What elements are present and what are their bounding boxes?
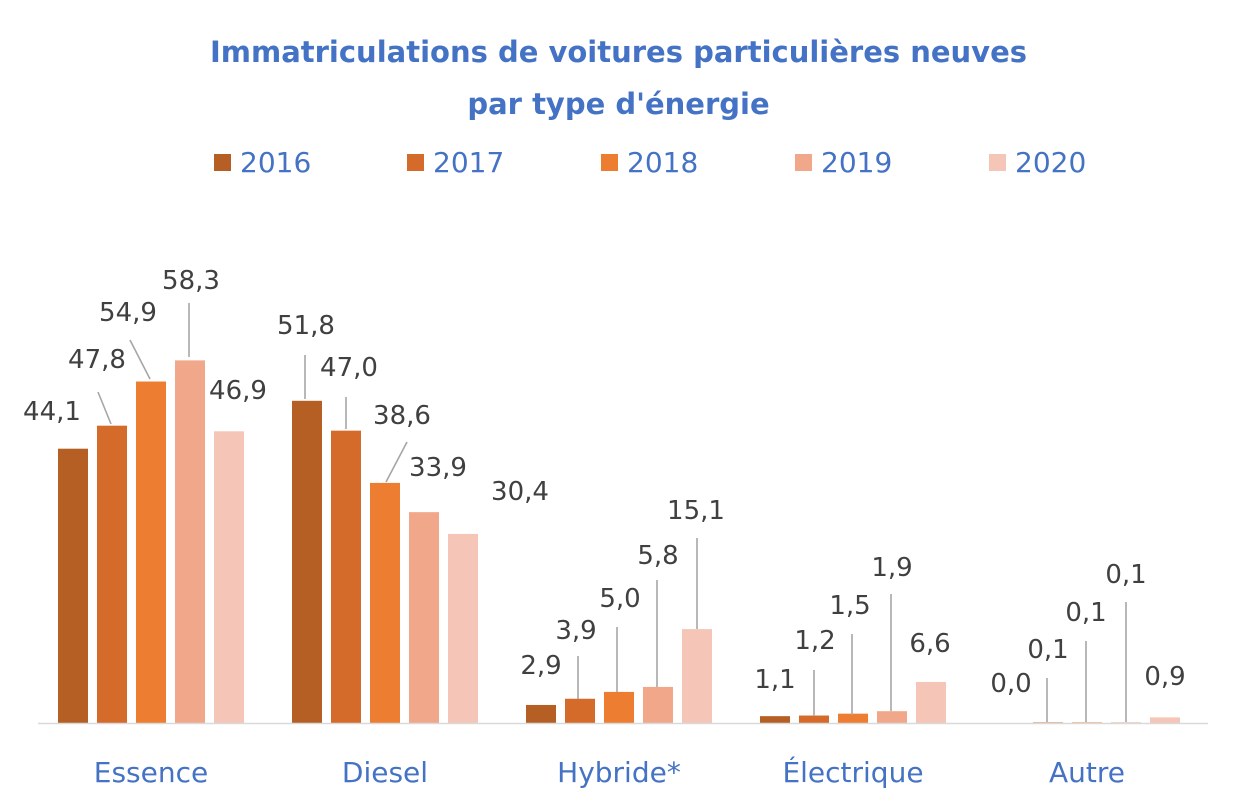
data-label-Diesel-2020: 30,4	[491, 477, 549, 507]
category-label: Hybride*	[557, 756, 681, 789]
legend-item-2019: 2019	[795, 142, 892, 182]
data-label-Autre-2020: 0,9	[1144, 662, 1185, 692]
bar-Électrique-2016	[760, 716, 790, 723]
data-label-Diesel-2019: 33,9	[409, 453, 467, 483]
legend-label: 2020	[1015, 145, 1087, 179]
data-label-Diesel-2016: 51,8	[277, 311, 335, 341]
data-label-Électrique-2019: 1,9	[871, 553, 912, 583]
category-label: Électrique	[782, 755, 923, 789]
legend-swatch	[989, 153, 1006, 171]
bar-Diesel-2018	[370, 482, 400, 723]
category-label: Diesel	[342, 756, 428, 789]
bar-Diesel-2020	[448, 533, 478, 723]
bar-Électrique-2019	[877, 711, 907, 723]
data-label-Autre-2016: 0,0	[990, 669, 1031, 699]
data-label-Essence-2016: 44,1	[23, 397, 81, 427]
bar-Électrique-2018	[838, 713, 868, 723]
data-label-Essence-2019: 58,3	[162, 266, 220, 296]
data-label-Électrique-2018: 1,5	[829, 591, 870, 621]
legend-item-2020: 2020	[989, 142, 1086, 182]
bar-Diesel-2017	[331, 430, 361, 723]
chart-subtitle: par type d'énergie	[467, 87, 770, 121]
bar-Électrique-2017	[799, 715, 829, 723]
legend-label: 2016	[240, 145, 312, 179]
data-label-Diesel-2018: 38,6	[373, 401, 431, 431]
data-label-Électrique-2017: 1,2	[794, 626, 835, 656]
bar-Hybride*-2018	[604, 691, 634, 723]
legend-item-2017: 2017	[407, 142, 504, 182]
data-label-Autre-2018: 0,1	[1065, 598, 1106, 628]
bar-Essence-2019	[175, 360, 205, 723]
legend-swatch	[795, 153, 812, 171]
bar-Autre-2019	[1111, 722, 1141, 723]
data-label-Hybride*-2016: 2,9	[520, 651, 561, 681]
bar-Diesel-2019	[409, 512, 439, 723]
data-label-Autre-2019: 0,1	[1105, 560, 1146, 590]
bar-Autre-2017	[1033, 722, 1063, 723]
bar-Essence-2016	[58, 448, 88, 723]
bar-Essence-2018	[136, 381, 166, 723]
data-label-Électrique-2016: 1,1	[754, 665, 795, 695]
category-label: Essence	[94, 756, 208, 789]
chart-title: Immatriculations de voitures particulièr…	[209, 35, 1028, 69]
leader-line	[385, 441, 408, 483]
data-label-Hybride*-2020: 15,1	[667, 496, 725, 526]
bar-Autre-2020	[1150, 717, 1180, 723]
bar-Essence-2017	[97, 425, 127, 723]
bar-Diesel-2016	[292, 400, 322, 723]
bar-Hybride*-2020	[682, 629, 712, 723]
legend-label: 2017	[433, 145, 505, 179]
bar-Hybride*-2019	[643, 686, 673, 723]
bar-Hybride*-2016	[526, 704, 556, 723]
data-label-Électrique-2020: 6,6	[909, 629, 950, 659]
data-label-Hybride*-2017: 3,9	[555, 616, 596, 646]
bar-Hybride*-2017	[565, 698, 595, 723]
legend-swatch	[601, 153, 618, 171]
legend-item-2018: 2018	[601, 142, 698, 182]
data-label-Hybride*-2019: 5,8	[637, 541, 678, 571]
legend-swatch	[214, 153, 231, 171]
data-label-Essence-2020: 46,9	[209, 376, 267, 406]
legend-label: 2019	[821, 145, 893, 179]
data-label-Hybride*-2018: 5,0	[599, 584, 640, 614]
category-label: Autre	[1049, 756, 1125, 789]
legend: 2016 2017 2018 2019 2020	[0, 142, 1237, 182]
bar-Essence-2020	[214, 431, 244, 723]
leader-line	[129, 339, 151, 380]
leader-line	[97, 391, 112, 425]
legend-label: 2018	[627, 145, 699, 179]
data-label-Diesel-2017: 47,0	[320, 353, 378, 383]
legend-swatch	[407, 153, 424, 171]
data-label-Autre-2017: 0,1	[1027, 635, 1068, 665]
bar-Électrique-2020	[916, 681, 946, 723]
data-label-Essence-2018: 54,9	[99, 298, 157, 328]
data-label-Essence-2017: 47,8	[68, 345, 126, 375]
bar-Autre-2018	[1072, 722, 1102, 723]
legend-item-2016: 2016	[214, 142, 311, 182]
chart-title-block: Immatriculations de voitures particulièr…	[0, 26, 1237, 130]
